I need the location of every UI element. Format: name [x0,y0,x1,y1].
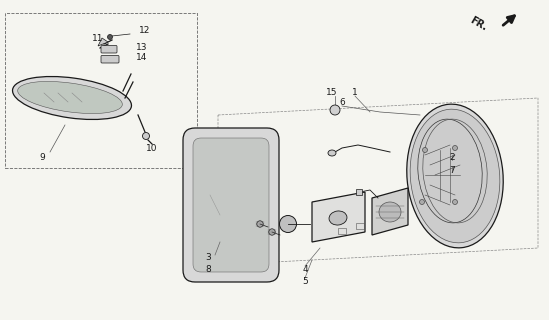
Bar [356,189,362,195]
Text: 1: 1 [352,87,358,97]
Circle shape [108,35,113,39]
Bar [338,228,346,234]
Circle shape [257,221,263,227]
Text: 4: 4 [302,266,308,275]
Text: 13: 13 [136,44,148,52]
FancyBboxPatch shape [183,128,279,282]
Text: FR.: FR. [468,15,489,33]
Circle shape [452,146,457,150]
Text: 14: 14 [136,53,148,62]
Text: 10: 10 [146,143,158,153]
Text: 15: 15 [326,87,338,97]
Circle shape [269,229,275,235]
Ellipse shape [18,82,122,114]
Ellipse shape [328,150,336,156]
Circle shape [330,105,340,115]
FancyBboxPatch shape [101,55,119,63]
Ellipse shape [407,104,503,248]
Text: 7: 7 [449,165,455,174]
Polygon shape [312,192,365,242]
FancyBboxPatch shape [101,45,117,53]
Ellipse shape [379,202,401,222]
Bar [356,223,364,229]
Circle shape [419,199,424,204]
Text: 5: 5 [302,277,308,286]
Polygon shape [98,38,108,46]
Ellipse shape [329,211,347,225]
Ellipse shape [410,109,500,243]
Text: 12: 12 [139,26,150,35]
Circle shape [279,215,296,233]
Text: 9: 9 [39,154,45,163]
Polygon shape [372,188,408,235]
Bar [5,13,197,168]
Text: 2: 2 [449,154,455,163]
Text: 11: 11 [92,34,104,43]
Circle shape [143,132,149,140]
Circle shape [452,199,457,204]
Text: 3: 3 [205,253,211,262]
FancyBboxPatch shape [193,138,269,272]
Circle shape [423,148,428,153]
Text: 8: 8 [205,266,211,275]
Text: 6: 6 [339,98,345,107]
Ellipse shape [13,76,131,119]
